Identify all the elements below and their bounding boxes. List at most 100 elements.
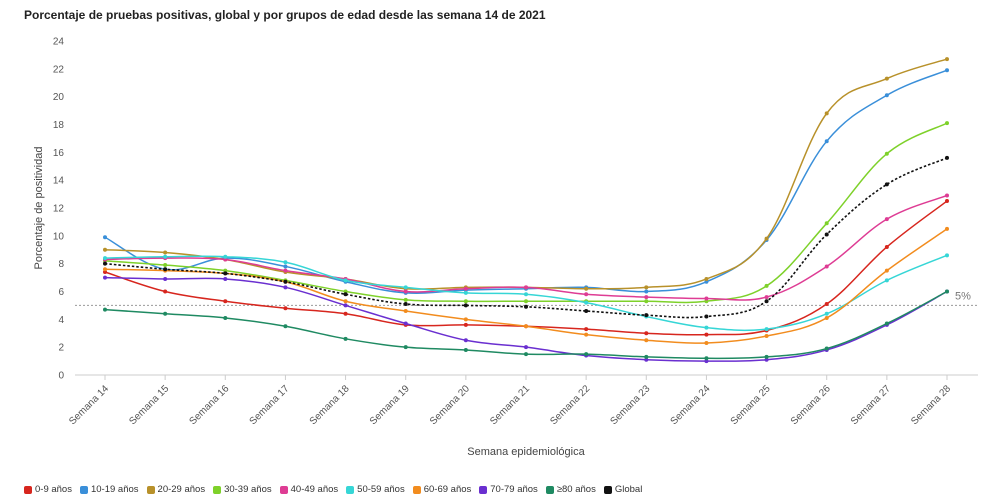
data-point[interactable]	[945, 226, 949, 231]
data-point[interactable]	[644, 299, 649, 304]
data-point[interactable]	[824, 232, 829, 237]
data-point[interactable]	[764, 357, 769, 362]
data-point[interactable]	[223, 268, 228, 273]
data-point[interactable]	[884, 93, 889, 98]
data-point[interactable]	[403, 308, 408, 313]
data-point[interactable]	[463, 290, 468, 295]
data-point[interactable]	[884, 321, 889, 326]
data-point[interactable]	[283, 324, 288, 329]
data-point[interactable]	[283, 285, 288, 290]
data-point[interactable]	[764, 236, 769, 241]
data-point[interactable]	[403, 289, 408, 294]
data-point[interactable]	[945, 155, 949, 160]
data-point[interactable]	[163, 250, 168, 255]
data-point[interactable]	[403, 345, 408, 350]
data-point[interactable]	[223, 257, 228, 262]
data-point[interactable]	[223, 271, 228, 276]
data-point[interactable]	[945, 68, 949, 73]
data-point[interactable]	[704, 296, 709, 301]
data-point[interactable]	[644, 313, 649, 318]
data-point[interactable]	[945, 289, 949, 294]
legend-item[interactable]: 0-9 años	[24, 484, 72, 495]
data-point[interactable]	[343, 336, 348, 341]
data-point[interactable]	[644, 289, 649, 294]
data-point[interactable]	[644, 354, 649, 359]
data-point[interactable]	[103, 270, 107, 275]
data-point[interactable]	[103, 256, 107, 261]
data-point[interactable]	[103, 275, 107, 280]
data-point[interactable]	[884, 268, 889, 273]
data-point[interactable]	[764, 295, 769, 300]
data-point[interactable]	[704, 279, 709, 284]
data-point[interactable]	[764, 354, 769, 359]
data-point[interactable]	[704, 299, 709, 304]
data-point[interactable]	[704, 314, 709, 319]
data-point[interactable]	[524, 324, 528, 329]
data-point[interactable]	[704, 356, 709, 361]
data-point[interactable]	[584, 286, 589, 291]
data-point[interactable]	[103, 247, 107, 252]
legend-item[interactable]: 10-19 años	[79, 484, 139, 495]
data-point[interactable]	[343, 303, 348, 308]
data-point[interactable]	[704, 359, 709, 364]
data-point[interactable]	[524, 345, 528, 350]
data-point[interactable]	[584, 352, 589, 357]
data-point[interactable]	[644, 357, 649, 362]
data-point[interactable]	[644, 295, 649, 300]
data-point[interactable]	[764, 334, 769, 339]
data-point[interactable]	[704, 332, 709, 337]
data-point[interactable]	[824, 139, 829, 144]
data-point[interactable]	[403, 321, 408, 326]
data-point[interactable]	[163, 254, 168, 259]
data-point[interactable]	[584, 292, 589, 297]
data-point[interactable]	[824, 315, 829, 320]
data-point[interactable]	[463, 299, 468, 304]
data-point[interactable]	[403, 302, 408, 307]
data-point[interactable]	[584, 300, 589, 305]
legend-item[interactable]: Global	[603, 484, 642, 495]
data-point[interactable]	[163, 289, 168, 294]
data-point[interactable]	[163, 276, 168, 281]
data-point[interactable]	[644, 331, 649, 336]
data-point[interactable]	[223, 315, 228, 320]
data-point[interactable]	[343, 278, 348, 283]
data-point[interactable]	[283, 306, 288, 311]
legend-item[interactable]: 60-69 años	[412, 484, 471, 495]
data-point[interactable]	[764, 299, 769, 304]
data-point[interactable]	[824, 264, 829, 269]
legend-item[interactable]: 20-29 años	[146, 484, 205, 495]
data-point[interactable]	[463, 347, 468, 352]
legend-item[interactable]: 30-39 años	[213, 484, 272, 495]
data-point[interactable]	[524, 292, 528, 297]
data-point[interactable]	[824, 346, 829, 351]
data-point[interactable]	[945, 57, 949, 62]
data-point[interactable]	[945, 199, 949, 204]
data-point[interactable]	[343, 299, 348, 304]
data-point[interactable]	[343, 311, 348, 316]
data-point[interactable]	[283, 268, 288, 273]
data-point[interactable]	[103, 307, 107, 312]
data-point[interactable]	[283, 264, 288, 269]
data-point[interactable]	[223, 254, 228, 259]
data-point[interactable]	[764, 283, 769, 288]
data-point[interactable]	[524, 285, 528, 290]
data-point[interactable]	[463, 286, 468, 291]
data-point[interactable]	[584, 332, 589, 337]
data-point[interactable]	[103, 267, 107, 272]
data-point[interactable]	[704, 340, 709, 345]
data-point[interactable]	[103, 261, 107, 266]
data-point[interactable]	[463, 322, 468, 327]
data-point[interactable]	[884, 244, 889, 249]
legend-item[interactable]: ≥80 años	[545, 484, 596, 495]
data-point[interactable]	[584, 308, 589, 313]
data-point[interactable]	[163, 267, 168, 272]
data-point[interactable]	[704, 276, 709, 281]
data-point[interactable]	[945, 121, 949, 126]
data-point[interactable]	[223, 299, 228, 304]
data-point[interactable]	[824, 111, 829, 116]
data-point[interactable]	[644, 338, 649, 343]
legend-item[interactable]: 50-59 años	[346, 484, 405, 495]
data-point[interactable]	[945, 253, 949, 258]
data-point[interactable]	[163, 311, 168, 316]
legend-item[interactable]: 40-49 años	[279, 484, 338, 495]
